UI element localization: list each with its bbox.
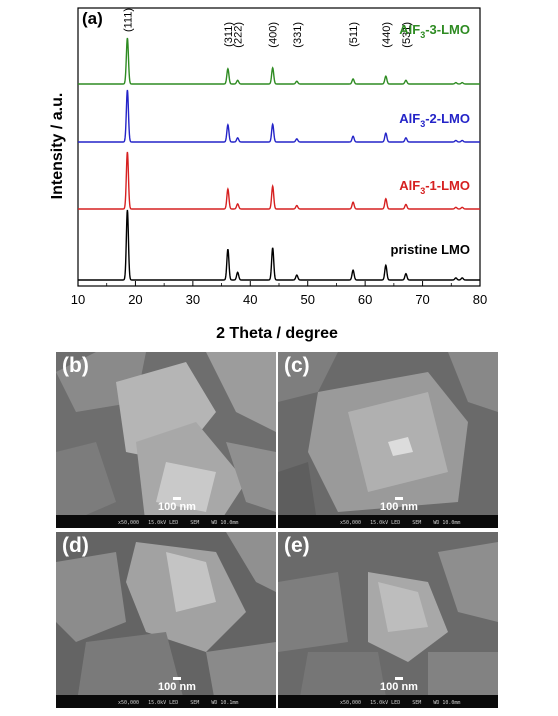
x-tick-label: 20 bbox=[128, 292, 142, 307]
panel-label-d: (d) bbox=[62, 534, 89, 558]
xrd-plot-area: 1020304050607080(111)(311)(222)(400)(331… bbox=[71, 8, 487, 307]
sem-meta-b: x50,000 15.0kV LED SEM WD 10.0mm bbox=[118, 520, 238, 526]
peak-label: (511) bbox=[348, 22, 360, 47]
sem-meta-d: x50,000 15.0kV LED SEM WD 10.1mm bbox=[118, 700, 238, 706]
scale-bar-d: 100 nm bbox=[152, 677, 202, 693]
x-tick-label: 30 bbox=[186, 292, 200, 307]
scale-bar-b: 100 nm bbox=[152, 497, 202, 513]
peak-label: (111) bbox=[122, 8, 134, 32]
scale-bar-c: 100 nm bbox=[374, 497, 424, 513]
x-tick-label: 70 bbox=[415, 292, 429, 307]
panel-label-a: (a) bbox=[82, 9, 103, 28]
trace-label: AlF3-1-LMO bbox=[399, 178, 470, 196]
trace-label: pristine LMO bbox=[391, 242, 470, 257]
x-axis-title: 2 Theta / degree bbox=[216, 325, 338, 342]
x-tick-label: 40 bbox=[243, 292, 257, 307]
x-tick-label: 50 bbox=[300, 292, 314, 307]
sem-panel-b: (b) 100 nm x50,000 15.0kV LED SEM WD 10.… bbox=[56, 352, 276, 528]
panel-label-c: (c) bbox=[284, 354, 310, 378]
panel-label-b: (b) bbox=[62, 354, 89, 378]
peak-label: (222) bbox=[233, 22, 245, 48]
scale-bar-label-d: 100 nm bbox=[152, 681, 202, 693]
peak-label: (440) bbox=[381, 22, 393, 48]
y-axis-title: Intensity / a.u. bbox=[49, 93, 66, 200]
sem-info-bar-e: x50,000 15.0kV LED SEM WD 10.0mm bbox=[278, 695, 498, 708]
panel-label-e: (e) bbox=[284, 534, 310, 558]
scale-bar-label-e: 100 nm bbox=[374, 681, 424, 693]
sem-info-bar-d: x50,000 15.0kV LED SEM WD 10.1mm bbox=[56, 695, 276, 708]
sem-panel-c: (c) 100 nm x50,000 15.0kV LED SEM WD 10.… bbox=[278, 352, 498, 528]
peak-label: (400) bbox=[268, 22, 280, 48]
scale-bar-e: 100 nm bbox=[374, 677, 424, 693]
x-tick-label: 10 bbox=[71, 292, 85, 307]
sem-meta-e: x50,000 15.0kV LED SEM WD 10.0mm bbox=[340, 700, 460, 706]
x-tick-label: 80 bbox=[473, 292, 487, 307]
scale-bar-label-c: 100 nm bbox=[374, 501, 424, 513]
x-tick-label: 60 bbox=[358, 292, 372, 307]
peak-label: (331) bbox=[292, 22, 304, 48]
xrd-chart: 1020304050607080(111)(311)(222)(400)(331… bbox=[0, 0, 558, 350]
scale-bar-label-b: 100 nm bbox=[152, 501, 202, 513]
sem-panel-d: (d) 100 nm x50,000 15.0kV LED SEM WD 10.… bbox=[56, 532, 276, 708]
trace-label: AlF3-2-LMO bbox=[399, 111, 470, 129]
sem-panel-e: (e) 100 nm x50,000 15.0kV LED SEM WD 10.… bbox=[278, 532, 498, 708]
sem-meta-c: x50,000 15.0kV LED SEM WD 10.0mm bbox=[340, 520, 460, 526]
sem-info-bar-b: x50,000 15.0kV LED SEM WD 10.0mm bbox=[56, 515, 276, 528]
sem-info-bar-c: x50,000 15.0kV LED SEM WD 10.0mm bbox=[278, 515, 498, 528]
